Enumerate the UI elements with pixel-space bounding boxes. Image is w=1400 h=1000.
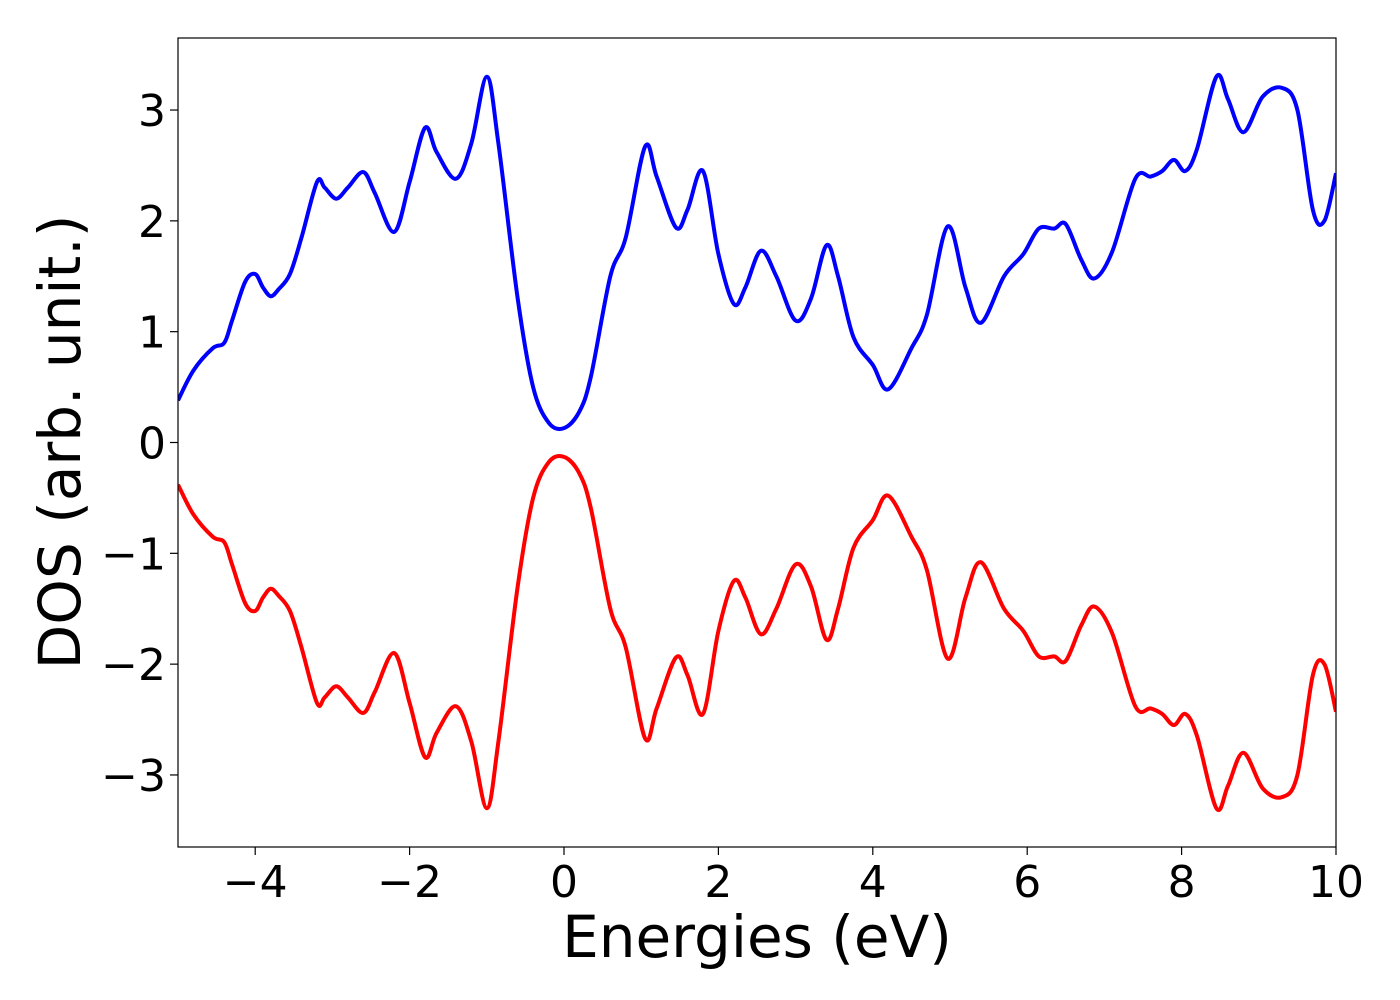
x-tick-label: 2 — [704, 857, 732, 908]
y-tick-label: 0 — [138, 419, 166, 470]
x-tick-label: 4 — [859, 857, 887, 908]
y-tick-label: 1 — [138, 308, 166, 359]
y-tick-label: −3 — [101, 751, 166, 802]
dos-series-line-2 — [178, 454, 1336, 813]
x-tick-label: 0 — [550, 857, 578, 908]
y-tick-label: −1 — [101, 529, 166, 580]
dos-series-line-1 — [178, 72, 1336, 431]
y-tick-label: −2 — [101, 640, 166, 691]
x-axis-ticks: −4 −2 0 2 4 6 8 10 — [223, 847, 1364, 908]
x-tick-label: −4 — [223, 857, 288, 908]
y-tick-label: 3 — [138, 86, 166, 137]
series-layer — [178, 72, 1336, 813]
x-tick-label: 8 — [1168, 857, 1196, 908]
x-tick-label: −2 — [377, 857, 442, 908]
x-axis-label: Energies (eV) — [562, 903, 952, 971]
x-tick-label: 10 — [1308, 857, 1364, 908]
y-tick-label: 2 — [138, 197, 166, 248]
y-axis-ticks: −3 −2 −1 0 1 2 3 — [101, 86, 178, 802]
y-axis-label: DOS (arb. unit.) — [26, 215, 94, 670]
x-tick-label: 6 — [1013, 857, 1041, 908]
